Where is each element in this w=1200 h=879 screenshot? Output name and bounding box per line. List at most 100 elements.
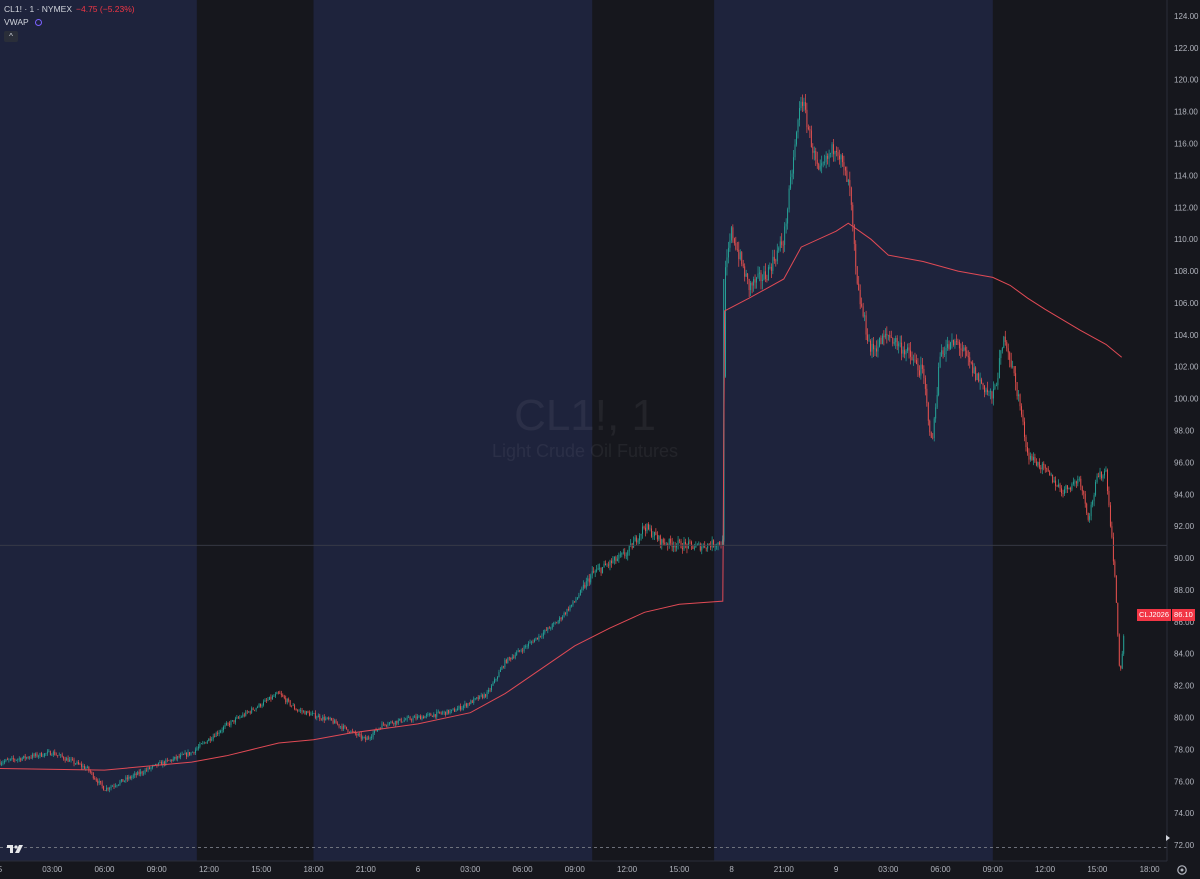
time-tick-label: 15:00: [251, 865, 272, 874]
candle-body: [687, 541, 689, 549]
candles: [0, 94, 1125, 793]
candle-body: [345, 726, 347, 730]
candle-body: [1053, 480, 1055, 483]
candle-body: [6, 759, 8, 761]
candle-body: [979, 379, 981, 382]
legend-indicator-row[interactable]: VWAP: [4, 16, 135, 29]
candle-body: [311, 713, 313, 714]
candle-body: [396, 720, 398, 724]
candle-body: [602, 567, 604, 573]
candle-body: [237, 717, 239, 718]
candle-body: [239, 717, 241, 718]
candle-body: [636, 537, 638, 543]
candle-body: [307, 711, 309, 713]
candle-body: [125, 777, 127, 781]
candle-body: [778, 247, 780, 251]
candle-body: [52, 751, 54, 756]
candle-body: [571, 604, 572, 607]
candle-body: [347, 729, 349, 732]
price-tick-label: 76.00: [1174, 777, 1195, 786]
candle-body: [667, 544, 669, 546]
candle-body: [190, 752, 192, 755]
candle-body: [1010, 360, 1012, 367]
candle-body: [600, 567, 602, 573]
candle-body: [215, 732, 217, 737]
candle-body: [480, 695, 482, 696]
candle-body: [501, 666, 503, 670]
legend-symbol[interactable]: CL1! · 1 · NYMEX: [4, 4, 73, 14]
candle-body: [408, 717, 410, 718]
candle-body: [458, 706, 460, 709]
candle-body: [861, 304, 863, 307]
candle-body: [1012, 366, 1014, 367]
legend-symbol-row[interactable]: CL1! · 1 · NYMEX −4.75 (−5.23%): [4, 3, 135, 16]
candle-body: [664, 542, 666, 545]
candle-body: [390, 721, 392, 723]
candle-body: [759, 272, 760, 274]
candle-body: [117, 784, 119, 786]
candle-body: [82, 765, 84, 767]
candle-body: [775, 260, 777, 262]
candle-body: [113, 786, 115, 787]
candle-body: [427, 713, 429, 715]
price-tick-label: 82.00: [1174, 682, 1195, 691]
candle-body: [1040, 467, 1042, 470]
candle-body: [995, 385, 997, 386]
legend-indicator[interactable]: VWAP: [4, 17, 29, 27]
candle-body: [334, 720, 336, 724]
candle-body: [5, 759, 7, 762]
candle-body: [356, 733, 358, 736]
candle-body: [847, 180, 849, 182]
candle-body: [880, 337, 882, 345]
candle-body: [88, 766, 90, 771]
candle-body: [801, 101, 803, 106]
time-tick-label: 15:00: [669, 865, 690, 874]
candle-body: [850, 187, 852, 205]
candle-body: [605, 563, 606, 566]
candle-body: [448, 709, 450, 714]
candle-body: [306, 711, 307, 715]
chart-legend: CL1! · 1 · NYMEX −4.75 (−5.23%) VWAP ^: [4, 3, 135, 43]
candle-body: [214, 736, 216, 737]
candle-body: [918, 370, 920, 376]
candle-body: [686, 544, 688, 549]
candle-body: [420, 716, 421, 720]
candle-body: [242, 714, 244, 717]
candle-body: [257, 706, 259, 708]
candle-body: [716, 545, 718, 547]
candle-body: [157, 762, 159, 766]
candle-body: [972, 362, 974, 374]
candle-body: [70, 759, 72, 760]
candle-body: [579, 590, 581, 596]
candle-body: [189, 752, 190, 755]
candle-body: [532, 641, 534, 643]
time-tick-label: 21:00: [774, 865, 795, 874]
session-band: [313, 0, 593, 861]
candle-body: [233, 720, 235, 723]
candle-body: [930, 432, 932, 438]
tradingview-logo-icon[interactable]: [6, 843, 24, 855]
settings-icon[interactable]: [1176, 864, 1188, 876]
legend-collapse-button[interactable]: ^: [4, 31, 18, 42]
candle-body: [936, 394, 938, 408]
candle-body: [288, 699, 290, 701]
session-band: [714, 0, 993, 861]
candle-body: [736, 249, 738, 250]
candle-body: [341, 726, 343, 730]
time-tick-label: 06:00: [513, 865, 534, 874]
candle-body: [494, 679, 495, 683]
candle-body: [522, 650, 524, 652]
candle-body: [317, 715, 319, 718]
candle-body: [248, 711, 250, 713]
indicator-source-icon[interactable]: [34, 19, 42, 26]
candle-body: [964, 347, 966, 351]
candle-body: [337, 723, 339, 725]
candle-body: [119, 781, 121, 785]
candle-body: [921, 364, 923, 369]
price-tick-label: 74.00: [1174, 809, 1195, 818]
candle-body: [510, 657, 512, 660]
candle-body: [454, 709, 455, 712]
price-tick-label: 72.00: [1174, 841, 1195, 850]
